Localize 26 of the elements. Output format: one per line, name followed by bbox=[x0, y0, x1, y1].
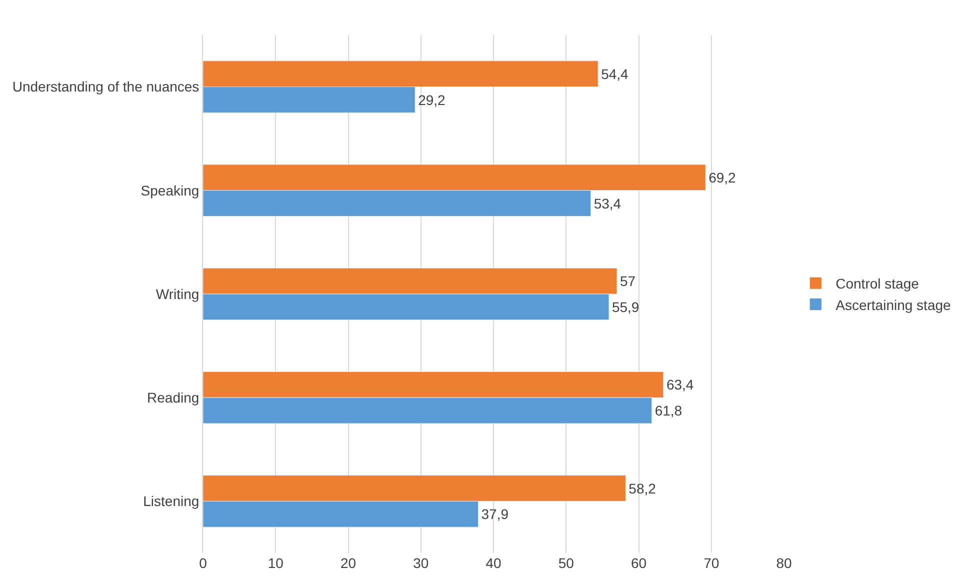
x-tick-label: 20 bbox=[340, 555, 356, 571]
x-tick-label: 50 bbox=[558, 555, 574, 571]
x-tick-label: 30 bbox=[413, 555, 429, 571]
data-label: 53,4 bbox=[594, 195, 622, 212]
data-label: 57 bbox=[620, 273, 636, 290]
y-tick-label: Understanding of the nuances bbox=[12, 78, 200, 95]
x-tick-label: 70 bbox=[704, 555, 720, 571]
x-tick-label: 10 bbox=[268, 555, 284, 571]
data-label: 37,9 bbox=[481, 506, 509, 522]
data-label: 54,4 bbox=[601, 66, 629, 82]
y-tick-label: Writing bbox=[156, 286, 200, 302]
data-label: 63,4 bbox=[666, 376, 694, 393]
data-label: 61,8 bbox=[654, 402, 682, 419]
y-tick-label: Speaking bbox=[140, 182, 200, 198]
x-tick-label: 60 bbox=[630, 555, 647, 571]
data-label: 58,2 bbox=[628, 480, 656, 496]
x-tick-label: 80 bbox=[776, 555, 792, 571]
data-label: 55,9 bbox=[612, 298, 640, 315]
legend-label: Control stage bbox=[836, 276, 920, 292]
x-tick-label: 40 bbox=[486, 555, 502, 571]
data-label: 29,2 bbox=[418, 92, 446, 108]
y-tick-label: Reading bbox=[147, 390, 200, 406]
data-label: 69,2 bbox=[708, 169, 736, 186]
x-tick-label: 0 bbox=[199, 555, 208, 571]
legend-label: Ascertaining stage bbox=[836, 296, 952, 313]
y-tick-label: Listening bbox=[143, 493, 200, 510]
